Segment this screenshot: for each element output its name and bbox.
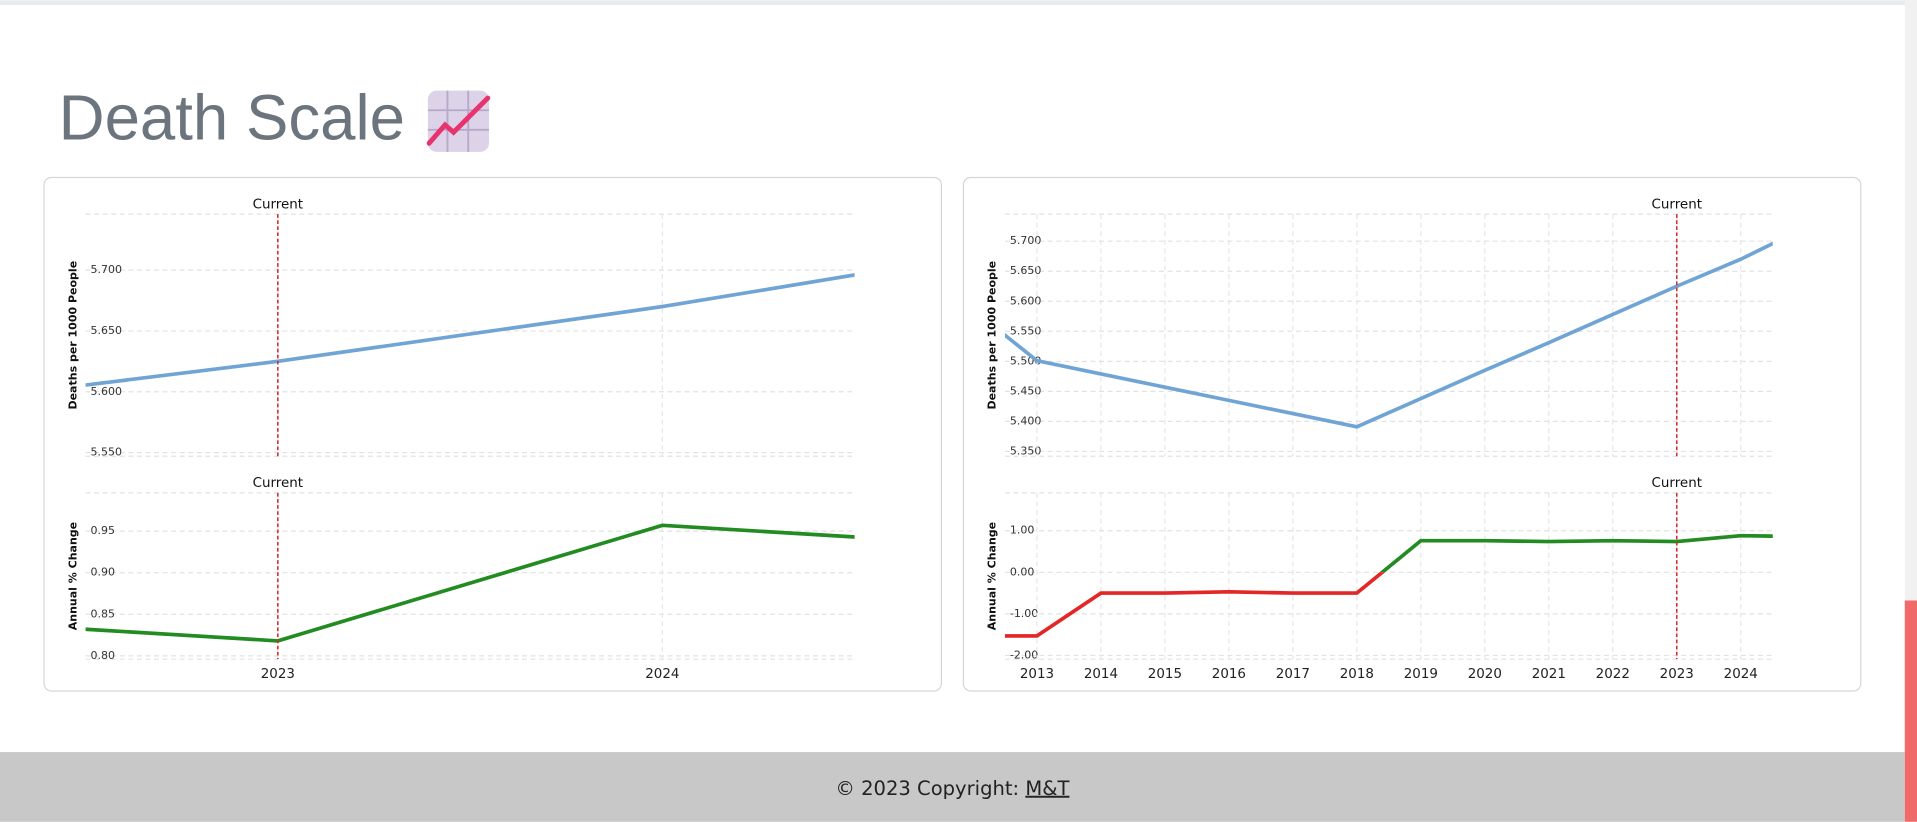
top-bar: [0, 0, 1917, 6]
footer-link[interactable]: M&T: [1025, 776, 1069, 799]
y-tick-label: 0.85: [90, 607, 115, 620]
x-tick-label: 2016: [1212, 667, 1246, 682]
x-tick-label: 2023: [261, 667, 295, 682]
y-axis-label: Deaths per 1000 People: [66, 261, 79, 410]
y-tick-label: 5.700: [1010, 234, 1041, 247]
y-tick-label: 1.00: [1010, 524, 1034, 537]
y-axis-label: Annual % Change: [986, 522, 999, 630]
y-tick-label: -2.00: [1010, 648, 1038, 661]
chart: 5.7005.6505.6005.5505.5005.4505.4005.350…: [986, 197, 1773, 457]
annotation: Current: [253, 197, 303, 212]
page-title: Death Scale: [59, 82, 405, 153]
footer-text: © 2023 Copyright: M&T: [835, 776, 1069, 799]
chart-icon: [426, 90, 491, 152]
y-tick-label: 5.700: [90, 263, 122, 276]
data-line: [85, 273, 855, 387]
x-tick-label: 2015: [1148, 667, 1182, 682]
y-tick-label: 0.90: [90, 566, 115, 579]
charts: 5.700 5.650 5.600 5.550 Deaths per 1000 Peop…: [66, 197, 1773, 682]
y-tick-label: 5.650: [1010, 264, 1041, 277]
y-tick-label: 0.95: [90, 524, 115, 537]
chart: 0.95 0.90 0.85 0.80 2023 2024 Annual % Change C…: [66, 476, 855, 682]
y-tick-label: 5.600: [1010, 294, 1041, 307]
y-tick-label: 5.550: [1010, 324, 1041, 337]
data-line-negative: [1004, 572, 1386, 638]
chart: 1.00 0.00 -1.00 -2.00 2013 2014 2015 2016 2017 20…: [986, 476, 1773, 682]
x-tick-label: 2021: [1532, 667, 1566, 682]
annotation: Current: [253, 476, 303, 491]
y-tick-label: 5.350: [1010, 444, 1041, 457]
y-tick-label: 5.650: [90, 324, 122, 337]
x-tick-label: 2017: [1276, 667, 1310, 682]
data-line: [85, 523, 855, 643]
chart: 5.700 5.650 5.600 5.550 Deaths per 1000 Peop…: [66, 197, 855, 459]
data-line: [1004, 241, 1773, 429]
annotation: Current: [1652, 476, 1702, 491]
y-tick-label: -1.00: [1010, 607, 1038, 620]
x-tick-label: 2020: [1468, 667, 1502, 682]
x-tick-label: 2013: [1020, 667, 1054, 682]
y-axis-label: Deaths per 1000 People: [986, 261, 999, 410]
y-tick-label: 0.80: [90, 649, 115, 662]
data-line: [1379, 533, 1773, 573]
y-tick-label: 5.400: [1010, 414, 1041, 427]
copyright: © 2023 Copyright:: [835, 776, 1025, 799]
y-tick-label: 5.450: [1010, 384, 1041, 397]
y-tick-label: 0.00: [1010, 565, 1034, 578]
x-tick-label: 2024: [645, 667, 679, 682]
y-tick-label: 5.550: [90, 446, 122, 459]
x-tick-label: 2024: [1724, 667, 1758, 682]
chart-panel: [43, 176, 942, 692]
footer: [0, 752, 1905, 822]
x-tick-label: 2019: [1404, 667, 1438, 682]
y-tick-label: 5.600: [90, 385, 122, 398]
x-tick-label: 2018: [1340, 667, 1374, 682]
scrollbar-thumb[interactable]: [1904, 600, 1917, 822]
x-tick-label: 2014: [1084, 667, 1118, 682]
x-tick-label: 2022: [1596, 667, 1630, 682]
annotation: Current: [1652, 197, 1702, 212]
x-tick-label: 2023: [1660, 667, 1694, 682]
y-axis-label: Annual % Change: [66, 522, 79, 630]
